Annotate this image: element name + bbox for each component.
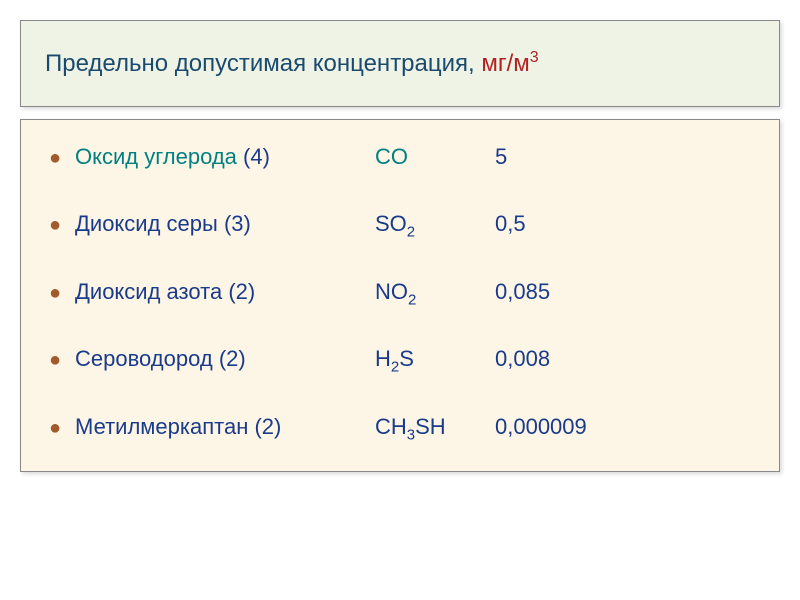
substance-name: Диоксид серы	[75, 211, 218, 236]
hazard-class: (2)	[228, 279, 255, 304]
bullet-icon: ●	[49, 282, 63, 305]
title-main: Предельно допустимая концентрация	[45, 50, 468, 77]
chemical-formula: CH3SH	[375, 414, 495, 443]
substance-name: Сероводород	[75, 346, 213, 371]
substance-name: Диоксид азота	[75, 279, 222, 304]
chemical-formula: SO2	[375, 211, 495, 240]
title-unit-sup: 3	[530, 49, 539, 66]
chemical-formula: NO2	[375, 279, 495, 308]
hazard-class: (4)	[243, 144, 270, 169]
title-container: Предельно допустимая концентрация, мг/м3	[20, 20, 780, 107]
bullet-icon: ●	[49, 147, 63, 170]
concentration-value: 0,008	[495, 346, 550, 372]
table-row: ● Диоксид азота (2) NO2 0,085	[49, 279, 751, 308]
bullet-icon: ●	[49, 214, 63, 237]
hazard-class: (3)	[224, 211, 251, 236]
title-unit: мг/м	[481, 50, 529, 77]
table-row: ● Диоксид серы (3) SO2 0,5	[49, 211, 751, 240]
substance-label: Метилмеркаптан (2)	[75, 414, 375, 440]
substance-label: Диоксид азота (2)	[75, 279, 375, 305]
hazard-class: (2)	[219, 346, 246, 371]
substance-label: Диоксид серы (3)	[75, 211, 375, 237]
bullet-icon: ●	[49, 417, 63, 440]
substance-label: Сероводород (2)	[75, 346, 375, 372]
concentration-value: 0,5	[495, 211, 526, 237]
substance-label: Оксид углерода (4)	[75, 144, 375, 170]
hazard-class: (2)	[254, 414, 281, 439]
concentration-value: 0,000009	[495, 414, 587, 440]
table-row: ● Оксид углерода (4) CO 5	[49, 144, 751, 173]
concentration-value: 0,085	[495, 279, 550, 305]
substance-name: Оксид углерода	[75, 144, 237, 169]
chemical-formula: H2S	[375, 346, 495, 375]
table-row: ● Метилмеркаптан (2) CH3SH 0,000009	[49, 414, 751, 443]
content-container: ● Оксид углерода (4) CO 5 ● Диоксид серы…	[20, 119, 780, 472]
concentration-value: 5	[495, 144, 507, 170]
chemical-formula: CO	[375, 144, 495, 173]
title-sep: ,	[468, 50, 481, 77]
title-line: Предельно допустимая концентрация, мг/м3	[45, 49, 755, 78]
table-row: ● Сероводород (2) H2S 0,008	[49, 346, 751, 375]
bullet-icon: ●	[49, 349, 63, 372]
substance-name: Метилмеркаптан	[75, 414, 248, 439]
